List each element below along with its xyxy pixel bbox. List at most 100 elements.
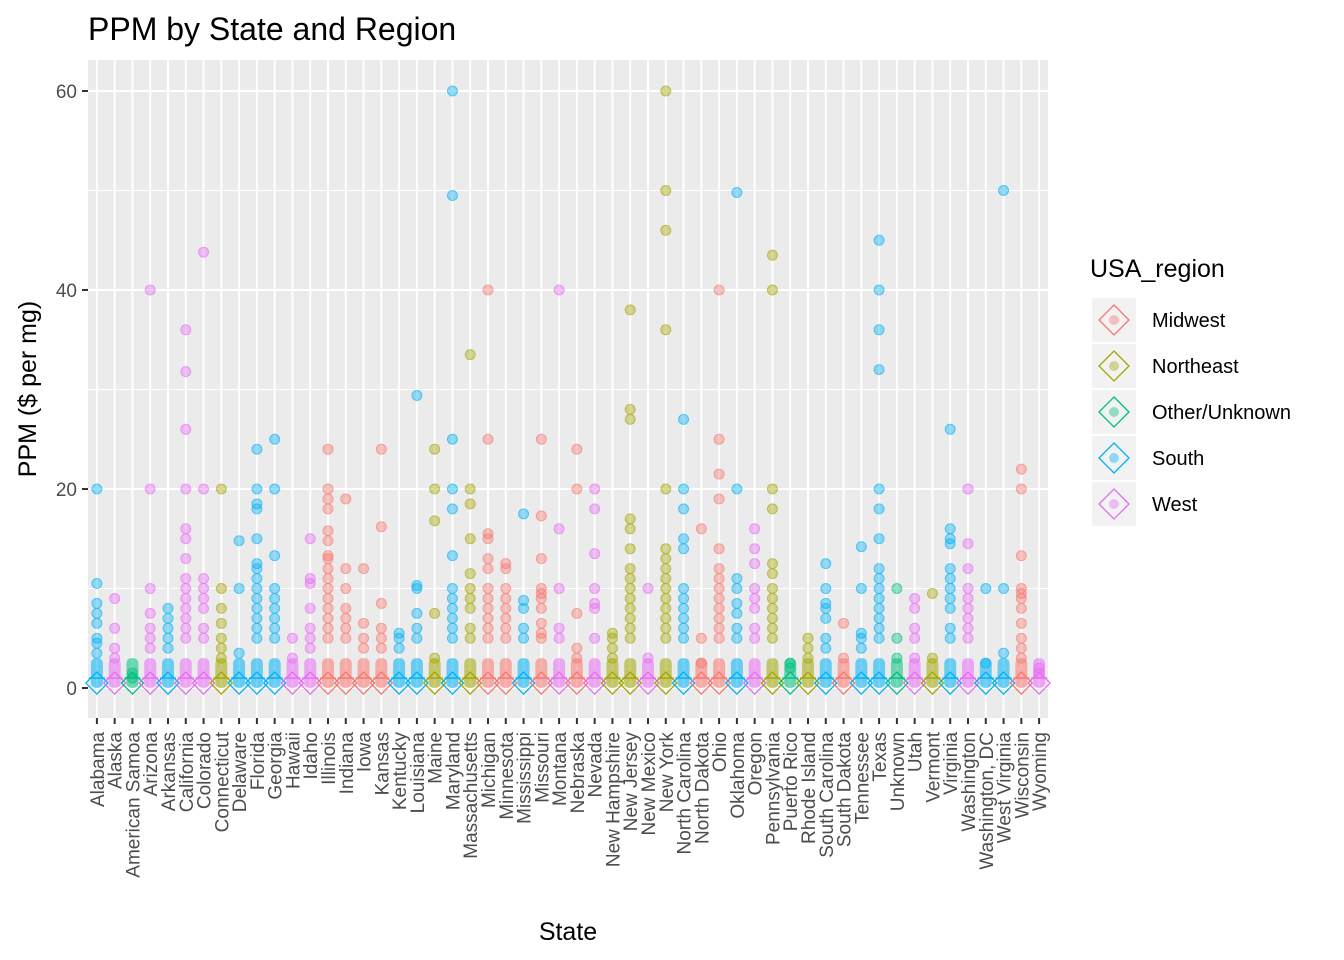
legend-label: Other/Unknown [1152, 402, 1291, 424]
data-point [660, 185, 672, 196]
data-point [624, 304, 636, 316]
point-cluster [357, 658, 370, 688]
data-point [873, 234, 885, 246]
data-point [518, 632, 530, 644]
data-point [855, 541, 867, 553]
x-tick-label: Nebraska [568, 732, 589, 814]
x-tick-label: American Samoa [123, 732, 144, 878]
data-point [340, 632, 352, 644]
data-point [180, 573, 192, 585]
data-point [731, 632, 743, 644]
box-marker [369, 671, 394, 695]
data-point [909, 592, 921, 604]
x-tick-label: Arizona [141, 732, 162, 797]
data-point [233, 583, 245, 594]
data-point [304, 632, 316, 644]
x-tick-label: Ohio [710, 732, 731, 772]
data-point [962, 632, 974, 644]
data-point [678, 533, 690, 545]
data-point [660, 622, 672, 634]
data-point [322, 525, 334, 537]
box-marker [724, 671, 749, 695]
data-point [749, 558, 761, 570]
x-tick-label: Michigan [479, 732, 500, 808]
data-point [464, 349, 476, 361]
data-point [1015, 592, 1027, 604]
legend-point-icon [1109, 407, 1119, 417]
data-point [553, 523, 565, 535]
point-cluster [997, 658, 1010, 688]
data-point [358, 632, 370, 644]
x-tick-label: Mississippi [515, 732, 536, 824]
data-point [731, 483, 743, 495]
box-marker [511, 671, 536, 695]
data-point [198, 602, 210, 614]
data-point [553, 622, 565, 634]
data-point [944, 423, 956, 435]
data-point [482, 583, 494, 594]
data-point [624, 563, 636, 575]
data-point [926, 587, 938, 599]
data-point [873, 503, 885, 515]
point-cluster [322, 658, 334, 688]
data-point [802, 632, 814, 644]
data-point [998, 583, 1010, 594]
data-point [518, 594, 530, 606]
data-point [162, 622, 174, 634]
point-cluster [659, 658, 672, 688]
data-point [873, 533, 885, 545]
data-point [624, 543, 636, 555]
x-tick-label: Idaho [301, 732, 322, 780]
x-tick-label: West Virginia [995, 732, 1016, 844]
box-marker [316, 671, 340, 695]
box-marker [84, 671, 109, 695]
data-point [269, 550, 281, 562]
data-point [180, 423, 192, 435]
legend-label: West [1152, 494, 1198, 516]
box-marker [440, 671, 465, 695]
data-point [446, 503, 458, 515]
data-point [553, 284, 565, 296]
data-point [678, 543, 690, 555]
data-point [944, 632, 956, 644]
point-cluster [873, 658, 886, 688]
x-tick-label: North Carolina [675, 732, 696, 855]
data-point [678, 583, 690, 594]
data-point [500, 612, 512, 624]
x-tick-label: Colorado [195, 732, 216, 809]
data-point [713, 563, 725, 575]
data-point [589, 503, 601, 515]
data-point [91, 607, 103, 619]
box-marker [920, 671, 945, 695]
data-point [678, 602, 690, 614]
legend-diamond-icon [1098, 488, 1130, 520]
data-point [482, 433, 494, 445]
data-point [198, 246, 210, 258]
data-point [180, 553, 192, 565]
point-cluster [570, 658, 583, 688]
data-point [535, 592, 547, 604]
data-point [358, 617, 370, 629]
point-cluster [944, 658, 957, 688]
data-point [1015, 602, 1027, 614]
x-tick-label: Utah [906, 732, 927, 772]
box-marker [973, 671, 998, 695]
data-point [731, 583, 743, 594]
data-point [144, 583, 156, 594]
data-point [1015, 617, 1027, 629]
x-tick-label: Indiana [337, 732, 358, 795]
data-point [375, 597, 387, 609]
data-point [322, 583, 334, 594]
data-point [251, 503, 263, 515]
data-point [429, 607, 441, 619]
data-point [109, 652, 121, 664]
x-tick-label: Florida [248, 732, 269, 791]
point-cluster [802, 658, 814, 688]
data-point [411, 622, 423, 634]
data-point [713, 583, 725, 594]
x-tick-label: Minnesota [497, 732, 518, 820]
data-point [446, 622, 458, 634]
box-marker [653, 671, 678, 695]
data-point [660, 573, 672, 585]
data-point [109, 642, 121, 654]
